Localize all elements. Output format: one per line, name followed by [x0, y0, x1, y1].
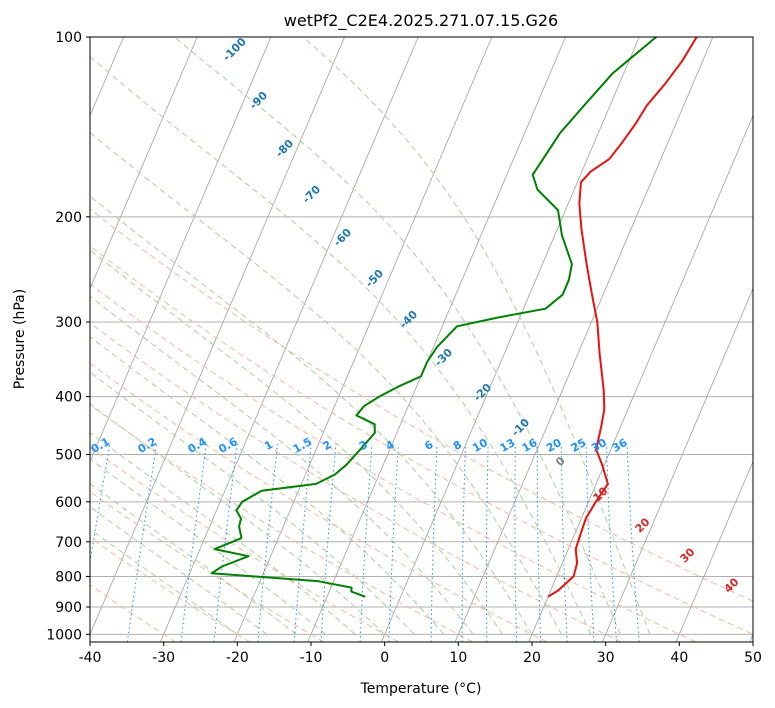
- x-tick-label: 10: [449, 650, 467, 666]
- x-tick-label: -40: [79, 650, 102, 666]
- mixing-ratio-line: [626, 443, 640, 642]
- y-tick-label: 600: [55, 495, 82, 511]
- y-tick-label: 700: [55, 535, 82, 551]
- y-tick-label: 500: [55, 448, 82, 464]
- mixing-ratio-labels: 0.1 0.2 0.4 0.6 1 1.5 2 3 4 6 8 10 13 16 20 25 30 36: [89, 435, 630, 456]
- isobar-gridlines: [90, 37, 753, 635]
- plot-frame: [89, 36, 754, 643]
- y-tick-label: 1000: [46, 627, 82, 643]
- y-tick-label: 100: [55, 30, 82, 46]
- y-tick-label: 200: [55, 210, 82, 226]
- y-axis-ticks: 100 200 300 400 500 600 700 800 900 1000: [46, 30, 90, 643]
- mixing-ratio-line: [606, 443, 618, 642]
- moist-adiabat-line: [90, 195, 533, 635]
- moist-adiabat-line: [173, 37, 621, 635]
- moist-adiabat-line: [90, 249, 503, 635]
- dry-adiabats: [90, 208, 753, 642]
- x-tick-label: -10: [300, 650, 323, 666]
- x-tick-label: -20: [226, 650, 249, 666]
- dewpoint-profile: [210, 37, 657, 598]
- dry-adiabat-line: [90, 322, 622, 642]
- dry-adiabat-line: [90, 491, 325, 642]
- x-axis-ticks: -40 -30 -20 -10 0 10 20 30 40 50: [79, 642, 762, 666]
- x-tick-label: 40: [670, 650, 688, 666]
- isotherm-line: [90, 37, 198, 290]
- moist-adiabat-line: [90, 403, 386, 635]
- mixing-ratio-line: [359, 443, 373, 642]
- mixing-ratio-line: [126, 443, 158, 642]
- moist-adiabat-line: [90, 528, 238, 635]
- x-tick-label: 50: [744, 650, 762, 666]
- moist-adiabat-line: [90, 431, 356, 635]
- moist-adiabat-line: [90, 131, 562, 635]
- mixing-ratio-line: [320, 443, 337, 642]
- mixing-ratio-line: [213, 443, 238, 642]
- x-axis-label: Temperature (°C): [360, 681, 482, 697]
- isotherm-line: [528, 114, 753, 642]
- moist-adiabat-line: [90, 55, 592, 635]
- x-tick-label: 0: [380, 650, 389, 666]
- sounding-profiles: [210, 37, 698, 598]
- y-tick-label: 900: [55, 600, 82, 616]
- dry-adiabat-line: [90, 362, 548, 642]
- isotherm-line: [233, 37, 493, 642]
- dry-adiabat-line: [90, 446, 399, 642]
- moist-adiabat-line: [90, 506, 268, 635]
- temperature-profile: [547, 37, 698, 598]
- isotherm-line: [381, 37, 640, 642]
- mixing-ratio-line: [293, 443, 312, 642]
- dry-adiabat-line: [90, 245, 753, 635]
- dry-adiabat-line: [90, 208, 753, 602]
- isotherm-line: [602, 287, 753, 642]
- isotherm-line: [90, 37, 345, 636]
- y-axis-label: Pressure (hPa): [12, 289, 28, 389]
- isotherm-line: [307, 37, 566, 642]
- y-tick-label: 800: [55, 569, 82, 585]
- moist-adiabat-line: [302, 37, 651, 635]
- y-tick-label: 300: [55, 315, 82, 331]
- isotherm-line: [454, 37, 714, 642]
- x-tick-label: 30: [597, 650, 615, 666]
- y-tick-label: 400: [55, 390, 82, 406]
- mixing-ratio-line: [180, 443, 207, 642]
- x-tick-label: 20: [523, 650, 541, 666]
- x-tick-label: -30: [152, 650, 175, 666]
- chart-title: wetPf2_C2E4.2025.271.07.15.G26: [284, 11, 558, 31]
- isotherm-line: [90, 37, 272, 463]
- isotherm-line: [675, 460, 753, 642]
